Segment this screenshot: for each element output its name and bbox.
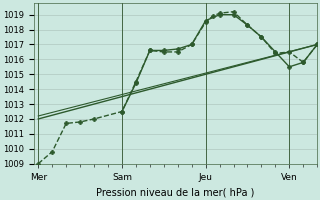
- X-axis label: Pression niveau de la mer( hPa ): Pression niveau de la mer( hPa ): [96, 187, 255, 197]
